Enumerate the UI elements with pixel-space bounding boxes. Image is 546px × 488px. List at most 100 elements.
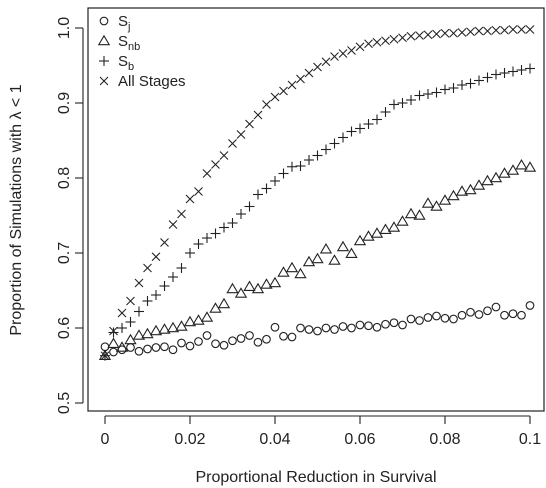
data-point-plus xyxy=(278,168,289,179)
data-point-circle xyxy=(143,344,152,354)
data-point-plus xyxy=(406,95,416,105)
legend-item: All Stages xyxy=(99,73,186,90)
series-triangle-points xyxy=(98,158,537,360)
data-point-plus xyxy=(193,239,204,249)
data-point-circle xyxy=(262,334,271,344)
x-tick-label: 0.06 xyxy=(344,431,375,448)
data-point-plus xyxy=(312,150,323,161)
data-point-plus xyxy=(329,138,340,149)
data-marks xyxy=(98,25,537,361)
data-point-plus xyxy=(499,68,510,78)
data-point-x xyxy=(253,110,263,120)
data-point-triangle xyxy=(209,302,222,313)
x-tick-label: 0.02 xyxy=(174,431,205,448)
data-point-circle xyxy=(228,336,237,346)
data-point-x xyxy=(100,351,110,361)
data-point-circle xyxy=(372,322,382,332)
data-point-x xyxy=(321,57,331,67)
data-point-triangle xyxy=(421,197,435,208)
legend-label: All Stages xyxy=(118,73,186,90)
data-point-triangle xyxy=(396,215,409,226)
y-tick-label: 0.9 xyxy=(56,92,73,114)
data-point-circle xyxy=(236,334,246,343)
data-point-plus xyxy=(134,306,144,317)
data-point-plus xyxy=(253,189,263,200)
data-point-plus xyxy=(117,323,127,333)
data-point-circle xyxy=(423,313,433,322)
data-point-circle xyxy=(508,309,518,319)
data-point-x xyxy=(474,26,484,36)
data-point-plus xyxy=(482,72,493,83)
data-point-x xyxy=(398,33,407,43)
data-point-triangle xyxy=(345,247,358,258)
data-point-triangle xyxy=(370,227,384,238)
data-point-circle xyxy=(270,322,280,332)
data-point-x xyxy=(262,100,271,109)
data-point-circle xyxy=(525,301,535,310)
data-point-x xyxy=(372,37,382,47)
data-point-plus xyxy=(508,66,518,77)
data-point-triangle xyxy=(260,278,273,289)
data-point-x xyxy=(143,263,152,273)
x-axis-title: Proportional Reduction in Survival xyxy=(195,469,436,486)
data-point-plus xyxy=(363,119,374,129)
data-point-circle xyxy=(415,316,424,325)
data-point-x xyxy=(330,52,339,61)
data-point-plus xyxy=(346,126,357,137)
data-point-plus xyxy=(465,78,476,89)
data-point-x xyxy=(296,74,305,84)
data-point-plus xyxy=(431,87,442,98)
data-point-x xyxy=(406,31,416,41)
data-point-plus xyxy=(176,263,187,273)
data-point-triangle xyxy=(285,261,299,273)
data-point-triangle xyxy=(132,329,146,340)
plot-frame xyxy=(87,7,545,412)
data-point-circle xyxy=(474,310,484,319)
data-point-x xyxy=(415,31,424,40)
data-point-plus xyxy=(423,89,433,99)
data-point-plus xyxy=(304,155,314,165)
data-point-x xyxy=(245,119,254,129)
data-point-triangle xyxy=(149,324,163,336)
data-point-triangle xyxy=(353,234,367,246)
legend-marker-triangle xyxy=(97,34,111,46)
data-point-circle xyxy=(168,345,178,355)
x-tick-label: 0 xyxy=(101,431,110,448)
data-point-plus xyxy=(244,201,255,212)
y-tick-label: 1.0 xyxy=(56,17,73,39)
data-point-plus xyxy=(389,99,399,110)
legend-item: Snb xyxy=(97,33,140,53)
data-point-circle xyxy=(483,306,492,316)
data-point-triangle xyxy=(319,242,333,254)
data-point-circle xyxy=(389,318,399,328)
data-point-circle xyxy=(245,331,254,340)
data-point-x xyxy=(313,62,322,72)
data-point-circle xyxy=(185,341,195,351)
data-point-x xyxy=(364,39,373,49)
data-point-plus xyxy=(202,233,212,243)
data-point-x xyxy=(355,42,365,52)
data-point-triangle xyxy=(302,255,316,267)
data-point-x xyxy=(236,130,246,139)
data-point-triangle xyxy=(506,164,520,175)
data-point-circle xyxy=(457,310,467,320)
data-point-triangle xyxy=(243,280,256,291)
data-point-triangle xyxy=(158,323,171,334)
data-point-triangle xyxy=(438,194,452,205)
data-point-x xyxy=(287,80,297,90)
data-point-x xyxy=(347,46,356,55)
data-point-triangle xyxy=(115,341,129,352)
data-point-plus xyxy=(338,132,348,143)
data-point-triangle xyxy=(336,240,350,252)
data-point-triangle xyxy=(472,179,486,190)
data-point-triangle xyxy=(226,282,239,294)
data-point-plus xyxy=(227,218,238,228)
data-point-triangle xyxy=(464,183,477,195)
data-point-triangle xyxy=(192,314,205,325)
data-point-x xyxy=(500,25,509,35)
data-point-x xyxy=(517,25,526,34)
data-point-x xyxy=(211,160,220,169)
data-point-x xyxy=(185,194,195,204)
series-circle-points xyxy=(100,301,535,357)
